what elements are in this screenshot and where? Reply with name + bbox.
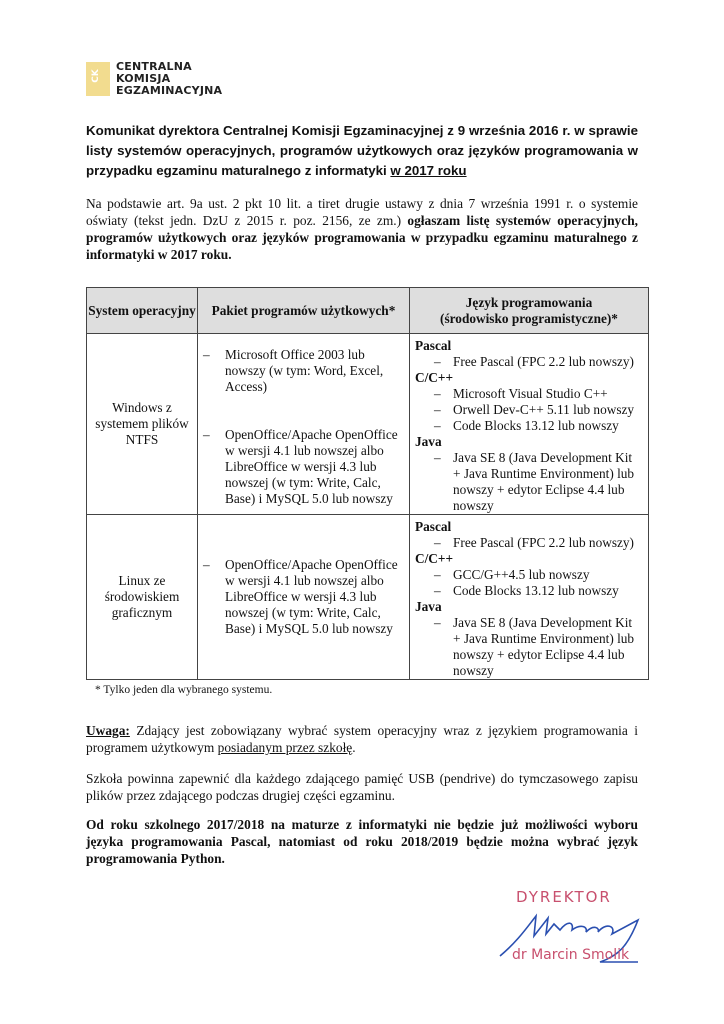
intro-paragraph: Na podstawie art. 9a ust. 2 pkt 10 lit. … (86, 195, 638, 263)
list-item: GCC/G++4.5 lub nowszy (410, 567, 640, 583)
footnote: * Tylko jeden dla wybranego systemu. (95, 684, 273, 696)
cke-logo: CK (86, 62, 110, 96)
language-label: Java (415, 599, 442, 614)
final-paragraph: Od roku szkolnego 2017/2018 na maturze z… (86, 817, 638, 866)
packages-cell: OpenOffice/Apache OpenOffice w wersji 4.… (197, 514, 410, 680)
list-item: Free Pascal (FPC 2.2 lub nowszy) (410, 354, 640, 370)
list-item: OpenOffice/Apache OpenOffice w wersji 4.… (198, 557, 405, 637)
list-item: OpenOffice/Apache OpenOffice w wersji 4.… (198, 427, 405, 507)
title-year: w 2017 roku (390, 163, 467, 178)
director-signature: DYREKTOR dr Marcin Smolik (488, 886, 663, 981)
system-cell: Linux ze środowiskiem graficznym (86, 514, 198, 680)
logo-line: KOMISJA (116, 72, 171, 85)
language-label: Pascal (415, 338, 452, 353)
intro-text: Na podstawie art. 9a ust. 2 pkt 10 lit. … (86, 196, 638, 228)
languages-cell: Pascal Free Pascal (FPC 2.2 lub nowszy) … (409, 333, 649, 515)
list-item: Microsoft Visual Studio C++ (410, 386, 640, 402)
signature-name: dr Marcin Smolik (512, 947, 630, 963)
system-cell: Windows z systemem plików NTFS (86, 333, 198, 515)
table-row: Linux ze środowiskiem graficznym OpenOff… (86, 514, 649, 680)
table-row: Windows z systemem plików NTFS Microsoft… (86, 333, 649, 515)
logo-text: CENTRALNA KOMISJA EGZAMINACYJNA (116, 61, 222, 97)
header-languages: Język programowania (środowisko programi… (409, 287, 649, 334)
logo-line: CENTRALNA (116, 60, 192, 73)
title-text: Komunikat dyrektora Centralnej Komisji E… (86, 123, 638, 178)
language-label: C/C++ (415, 370, 454, 385)
table-header: System operacyjny Pakiet programów użytk… (86, 287, 649, 334)
requirements-table: System operacyjny Pakiet programów użytk… (86, 287, 649, 680)
logo-line: EGZAMINACYJNA (116, 84, 223, 97)
packages-cell: Microsoft Office 2003 lub nowszy (w tym:… (197, 333, 410, 515)
list-item: Java SE 8 (Java Development Kit + Java R… (410, 615, 640, 679)
list-item: Code Blocks 13.12 lub nowszy (410, 418, 640, 434)
usb-paragraph: Szkoła powinna zapewnić dla każdego zdaj… (86, 771, 638, 803)
list-item: Code Blocks 13.12 lub nowszy (410, 583, 640, 599)
note-end: . (352, 740, 356, 755)
list-item: Microsoft Office 2003 lub nowszy (w tym:… (198, 347, 405, 395)
note-text: Zdający jest zobowiązany wybrać system o… (86, 723, 638, 755)
language-label: Pascal (415, 519, 452, 534)
document-title: Komunikat dyrektora Centralnej Komisji E… (86, 121, 638, 181)
note-paragraph: Uwaga: Zdający jest zobowiązany wybrać s… (86, 722, 638, 756)
header-system: System operacyjny (86, 287, 198, 334)
handwritten-signature-icon (499, 913, 640, 963)
list-item: Orwell Dev-C++ 5.11 lub nowszy (410, 402, 640, 418)
intro-bold: ogłaszam listę systemów operacyjnych, pr… (86, 213, 638, 262)
note-underlined: posiadanym przez szkołę (217, 740, 353, 755)
language-label: C/C++ (415, 551, 454, 566)
language-label: Java (415, 434, 442, 449)
list-item: Free Pascal (FPC 2.2 lub nowszy) (410, 535, 640, 551)
note-label: Uwaga: (86, 723, 130, 738)
signature-role: DYREKTOR (516, 888, 612, 906)
list-item: Java SE 8 (Java Development Kit + Java R… (410, 450, 640, 514)
languages-cell: Pascal Free Pascal (FPC 2.2 lub nowszy) … (409, 514, 649, 680)
header-packages: Pakiet programów użytkowych* (197, 287, 410, 334)
